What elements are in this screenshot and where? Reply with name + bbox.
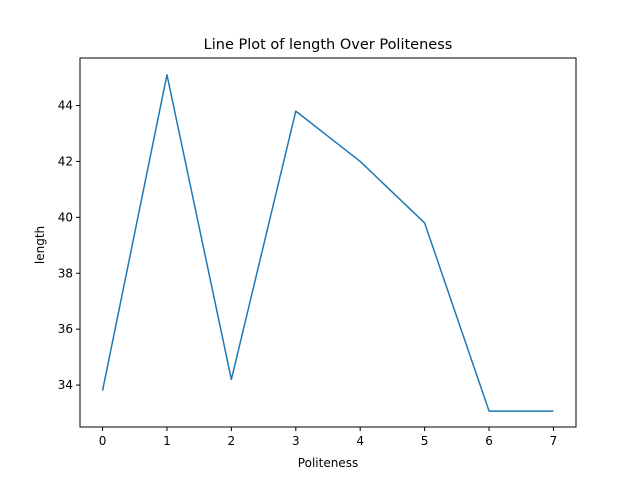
- series-line: [101, 74, 554, 412]
- y-axis-label: length: [33, 226, 47, 264]
- x-tick-label: 7: [550, 434, 558, 448]
- y-tick-label: 40: [58, 210, 73, 224]
- y-tick-label: 34: [58, 378, 73, 392]
- x-tick-label: 4: [356, 434, 364, 448]
- x-tick-label: 3: [292, 434, 300, 448]
- x-tick-label: 5: [421, 434, 429, 448]
- series-group: [101, 74, 554, 412]
- x-tick-label: 6: [485, 434, 493, 448]
- x-tick-label: 0: [99, 434, 107, 448]
- y-tick-label: 38: [58, 266, 73, 280]
- x-axis-ticks: 0 1 2 3 4 5 6 7: [99, 427, 558, 448]
- y-tick-label: 36: [58, 322, 73, 336]
- x-tick-label: 1: [163, 434, 171, 448]
- y-tick-label: 44: [58, 99, 73, 113]
- y-axis-ticks: 34 36 38 40 42 44: [58, 99, 80, 392]
- x-tick-label: 2: [228, 434, 236, 448]
- plot-frame: [79, 57, 577, 428]
- x-axis-label: Politeness: [298, 456, 358, 470]
- chart-title: Line Plot of length Over Politeness: [204, 37, 453, 53]
- y-tick-label: 42: [58, 154, 73, 168]
